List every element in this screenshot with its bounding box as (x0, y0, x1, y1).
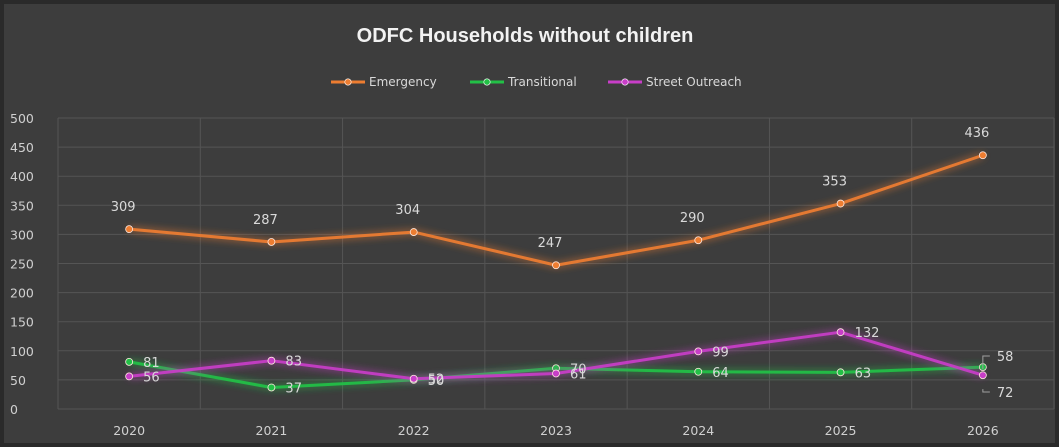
y-tick-label: 400 (10, 169, 34, 184)
data-label: 37 (285, 381, 302, 396)
x-axis: 2020 2021 2022 2023 2024 2025 2026 (113, 423, 999, 438)
y-tick-label: 500 (10, 111, 34, 126)
data-point (836, 328, 845, 337)
data-point (694, 347, 703, 356)
y-tick-label: 0 (10, 402, 18, 417)
data-label: 247 (538, 236, 563, 251)
x-tick-label: 2020 (113, 423, 145, 438)
legend-label: Transitional (507, 75, 577, 89)
y-tick-label: 300 (10, 227, 34, 242)
data-label: 99 (712, 345, 729, 360)
data-label: 58 (997, 350, 1014, 365)
x-tick-label: 2021 (256, 423, 288, 438)
data-label: 52 (428, 373, 445, 388)
data-point (836, 368, 845, 377)
data-point (267, 356, 276, 365)
y-axis: 0 50 100 150 200 250 300 350 400 450 500 (10, 111, 34, 417)
data-label: 304 (395, 203, 420, 218)
data-point (409, 374, 418, 383)
legend-label: Emergency (369, 75, 437, 89)
gridlines (57, 117, 1055, 410)
data-label: 81 (143, 356, 160, 371)
data-label: 64 (712, 366, 729, 381)
data-point (125, 357, 134, 366)
leader-line (982, 389, 990, 393)
data-point (125, 225, 134, 234)
data-point (978, 151, 987, 160)
data-point (125, 372, 134, 381)
data-label: 436 (964, 126, 989, 141)
data-point (267, 238, 276, 246)
y-tick-label: 50 (10, 373, 26, 388)
data-label: 287 (253, 213, 278, 228)
leader-line (982, 355, 990, 370)
x-tick-label: 2024 (682, 423, 714, 438)
data-label: 83 (285, 355, 302, 370)
data-label: 353 (822, 175, 847, 190)
data-point (694, 367, 703, 376)
legend-label: Street Outreach (646, 75, 742, 89)
chart-title: ODFC Households without children (357, 25, 694, 47)
y-tick-label: 250 (10, 257, 34, 272)
y-tick-label: 100 (10, 344, 34, 359)
x-tick-label: 2026 (967, 423, 999, 438)
data-label: 61 (570, 367, 587, 382)
x-tick-label: 2023 (540, 423, 572, 438)
data-point (694, 236, 703, 245)
data-point (978, 371, 987, 380)
y-tick-label: 350 (10, 198, 34, 213)
data-labels: 309 287 304 247 290 353 436 81 37 50 70 64 63 56 83 52 6… (111, 126, 1014, 401)
data-label: 63 (855, 366, 872, 381)
y-tick-label: 450 (10, 140, 34, 155)
legend-marker (483, 78, 491, 86)
data-point (836, 199, 845, 208)
data-label: 56 (143, 370, 160, 385)
series-group (125, 151, 987, 392)
data-label: 309 (111, 200, 136, 215)
data-label: 290 (680, 211, 705, 226)
data-point (552, 369, 560, 378)
line-chart: ODFC Households without children Emergen… (10, 25, 1055, 438)
legend-marker (344, 78, 352, 86)
data-label: 70 (570, 362, 587, 377)
data-label: 50 (428, 374, 445, 389)
x-tick-label: 2022 (398, 423, 430, 438)
data-point (552, 261, 560, 270)
data-point (409, 228, 418, 236)
data-label: 132 (855, 326, 880, 341)
legend: Emergency Transitional Street Outreach (331, 75, 742, 89)
x-tick-label: 2025 (825, 423, 857, 438)
y-tick-label: 200 (10, 286, 34, 301)
legend-marker (621, 78, 629, 86)
data-point (267, 383, 276, 392)
y-tick-label: 150 (10, 315, 34, 330)
data-label: 72 (997, 386, 1014, 401)
